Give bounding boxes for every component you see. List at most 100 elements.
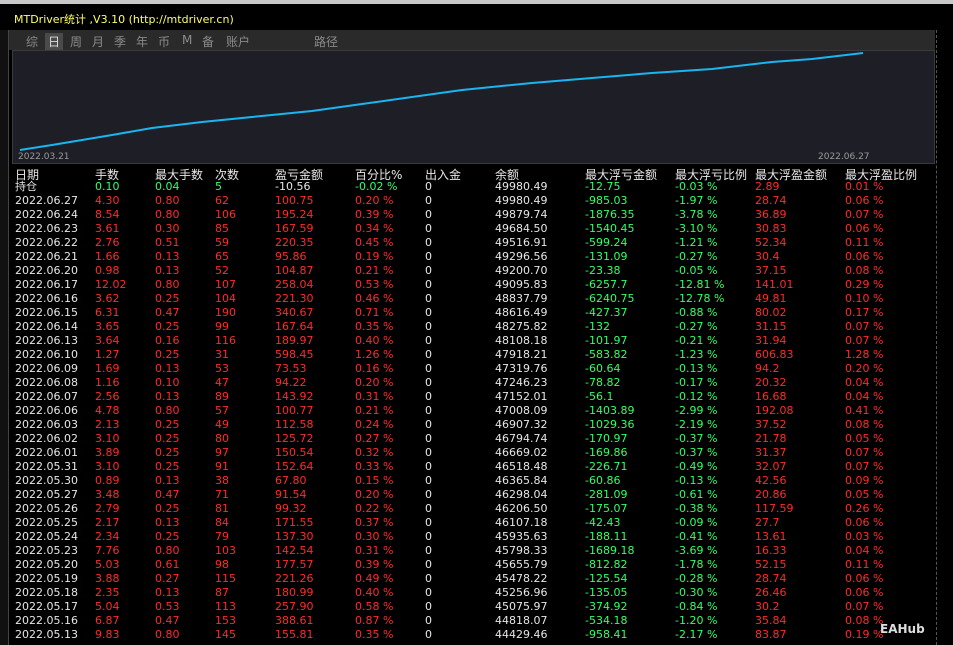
table-cell: -10.56 xyxy=(275,180,310,194)
table-cell: -170.97 xyxy=(585,432,627,446)
table-cell: 0.20 % xyxy=(845,362,883,376)
table-cell: 0 xyxy=(425,586,432,600)
row-date: 2022.06.13 xyxy=(15,334,78,348)
table-cell: 0.04 % xyxy=(845,376,883,390)
tab[interactable]: 月 xyxy=(92,33,104,50)
table-cell: 0.80 xyxy=(155,628,180,642)
row-date: 2022.05.25 xyxy=(15,516,78,530)
table-cell: 0.25 xyxy=(155,292,180,306)
table-cell: -101.97 xyxy=(585,334,627,348)
row-date: 2022.06.24 xyxy=(15,208,78,222)
table-cell: -1689.18 xyxy=(585,544,634,558)
tab[interactable]: 周 xyxy=(70,33,82,50)
table-cell: -0.02 % xyxy=(355,180,397,194)
table-cell: -12.78 % xyxy=(675,292,724,306)
table-cell: 0 xyxy=(425,306,432,320)
row-date: 2022.06.10 xyxy=(15,348,78,362)
table-cell: 0.39 % xyxy=(355,208,393,222)
table-cell: -958.41 xyxy=(585,628,627,642)
table-cell: 2.34 xyxy=(95,530,120,544)
row-date: 2022.06.22 xyxy=(15,236,78,250)
table-cell: 99 xyxy=(215,320,229,334)
table-cell: 3.88 xyxy=(95,572,120,586)
table-cell: 0 xyxy=(425,614,432,628)
table-cell: 46206.50 xyxy=(495,502,548,516)
tab[interactable]: 季 xyxy=(114,33,126,50)
table-cell: 0 xyxy=(425,264,432,278)
table-cell: 0.40 % xyxy=(355,586,393,600)
table-cell: 100.77 xyxy=(275,404,314,418)
table-cell: -3.10 % xyxy=(675,222,717,236)
table-cell: 0.25 xyxy=(155,432,180,446)
row-date: 持仓 xyxy=(15,180,37,194)
table-cell: 6.87 xyxy=(95,614,120,628)
table-cell: 48837.79 xyxy=(495,292,548,306)
table-cell: 94.22 xyxy=(275,376,307,390)
table-cell: 0.17 % xyxy=(845,306,883,320)
table-cell: 107 xyxy=(215,278,236,292)
tab[interactable]: 日 xyxy=(45,33,63,50)
tab[interactable]: 币 xyxy=(158,33,170,50)
row-date: 2022.05.13 xyxy=(15,628,78,642)
table-cell: 94.2 xyxy=(755,362,780,376)
table-cell: 598.45 xyxy=(275,348,314,362)
table-cell: 2.17 xyxy=(95,516,120,530)
table-cell: 80 xyxy=(215,432,229,446)
table-cell: 46669.02 xyxy=(495,446,548,460)
table-cell: 1.66 xyxy=(95,250,120,264)
row-date: 2022.06.02 xyxy=(15,432,78,446)
tab[interactable]: 账户 xyxy=(226,33,250,50)
table-cell: -0.21 % xyxy=(675,334,717,348)
tab[interactable]: 备 xyxy=(202,33,214,50)
table-cell: 12.02 xyxy=(95,278,127,292)
table-cell: 388.61 xyxy=(275,614,314,628)
table-cell: 1.16 xyxy=(95,376,120,390)
table-cell: 13.61 xyxy=(755,530,787,544)
tab[interactable]: 综 xyxy=(26,33,38,50)
table-cell: 46107.18 xyxy=(495,516,548,530)
table-cell: -1.23 % xyxy=(675,348,717,362)
table-cell: 0.19 % xyxy=(845,628,883,642)
table-cell: 89 xyxy=(215,390,229,404)
tab[interactable]: M xyxy=(182,33,192,47)
table-cell: 0 xyxy=(425,600,432,614)
watermark: EAHub xyxy=(880,622,925,636)
row-date: 2022.05.26 xyxy=(15,502,78,516)
row-date: 2022.06.21 xyxy=(15,250,78,264)
table-cell: -0.17 % xyxy=(675,376,717,390)
table-cell: 340.67 xyxy=(275,306,314,320)
table-cell: 0.80 xyxy=(155,194,180,208)
table-cell: 2.56 xyxy=(95,390,120,404)
table-cell: -1.20 % xyxy=(675,614,717,628)
table-cell: 0.10 % xyxy=(845,292,883,306)
table-cell: 0.04 % xyxy=(845,390,883,404)
table-cell: -0.61 % xyxy=(675,488,717,502)
table-cell: 0 xyxy=(425,432,432,446)
row-date: 2022.05.20 xyxy=(15,558,78,572)
table-cell: 142.54 xyxy=(275,544,314,558)
table-cell: -0.37 % xyxy=(675,432,717,446)
table-cell: 0.25 xyxy=(155,446,180,460)
tab[interactable]: 路径 xyxy=(314,33,338,50)
tab[interactable]: 年 xyxy=(136,33,148,50)
table-cell: -2.19 % xyxy=(675,418,717,432)
table-cell: 47246.23 xyxy=(495,376,548,390)
table-cell: 0.30 xyxy=(155,222,180,236)
table-cell: 0 xyxy=(425,502,432,516)
table-cell: 27.7 xyxy=(755,516,780,530)
table-cell: -0.88 % xyxy=(675,306,717,320)
table-cell: 20.32 xyxy=(755,376,787,390)
table-cell: 0 xyxy=(425,488,432,502)
table-cell: 0 xyxy=(425,362,432,376)
table-cell: -1540.45 xyxy=(585,222,634,236)
table-cell: 3.10 xyxy=(95,432,120,446)
table-cell: 46907.32 xyxy=(495,418,548,432)
table-cell: -56.1 xyxy=(585,390,613,404)
table-cell: 48616.49 xyxy=(495,306,548,320)
table-cell: 46365.84 xyxy=(495,474,548,488)
table-cell: 0.98 xyxy=(95,264,120,278)
table-cell: 0.47 xyxy=(155,488,180,502)
table-cell: 0.19 % xyxy=(355,250,393,264)
table-cell: -281.09 xyxy=(585,488,627,502)
